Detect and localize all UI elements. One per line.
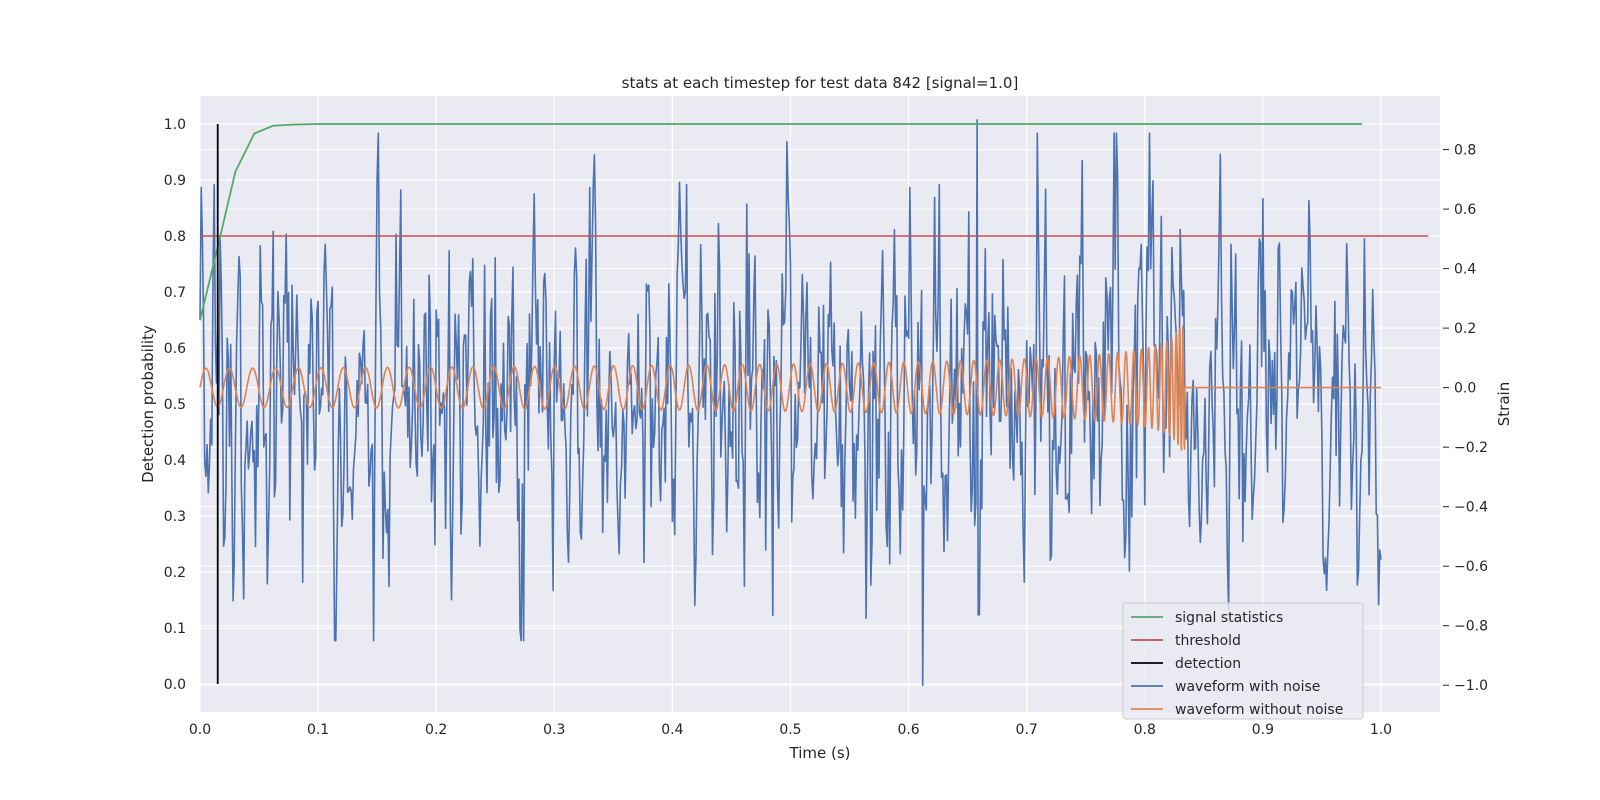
- x-axis-label: Time (s): [789, 744, 851, 762]
- y-axis-left: 0.0 0.1 0.2 0.3 0.4 0.5 0.6 0.7 0.8 0.9 1.0: [164, 117, 186, 693]
- y-tick-label-right: 0.4: [1454, 262, 1476, 278]
- y-tick-label-left: 0.1: [164, 621, 186, 637]
- x-axis: 0.0 0.1 0.2 0.3 0.4 0.5 0.6 0.7 0.8 0.9 1.0: [189, 722, 1392, 738]
- series-layer: [199, 119, 1429, 686]
- y-tick-label-right: 0.6: [1454, 202, 1476, 218]
- x-tick-label: 0.9: [1252, 722, 1274, 738]
- y-tick-label-right: 0.2: [1454, 321, 1476, 337]
- y-tick-label-left: 0.7: [164, 285, 186, 301]
- x-tick-label: 0.0: [189, 722, 211, 738]
- y-tick-label-right: 0.0: [1454, 381, 1476, 397]
- x-tick-label: 1.0: [1370, 722, 1392, 738]
- y-tick-label-left: 0.8: [164, 229, 186, 245]
- y-tick-label-left: 0.9: [164, 173, 186, 189]
- y-tick-label-left: 0.4: [164, 453, 186, 469]
- y-axis-right: −1.0 −0.8 −0.6 −0.4 −0.2 0.0 0.2 0.4 0.6 0.8: [1443, 143, 1488, 694]
- y-tick-label-left: 0.5: [164, 397, 186, 413]
- y-axis-left-label: Detection probability: [139, 325, 157, 483]
- waveform-with-noise-line: [199, 119, 1382, 686]
- y-tick-label-left: 0.0: [164, 677, 186, 693]
- y-tick-label-left: 0.3: [164, 509, 186, 525]
- waveform-without-noise-line: [199, 325, 1382, 451]
- y-tick-label-right: −0.2: [1454, 440, 1488, 456]
- x-tick-label: 0.6: [897, 722, 919, 738]
- signal-statistics-line: [199, 123, 1363, 321]
- x-tick-label: 0.7: [1016, 722, 1038, 738]
- y-tick-label-left: 0.6: [164, 341, 186, 357]
- y-tick-label-right: −0.6: [1454, 559, 1488, 575]
- y-tick-label-left: 0.2: [164, 565, 186, 581]
- x-tick-label: 0.3: [543, 722, 565, 738]
- x-tick-label: 0.1: [307, 722, 329, 738]
- legend: signal statistics threshold detection wavef…: [1122, 602, 1364, 720]
- legend-label: detection: [1175, 656, 1241, 672]
- x-tick-label: 0.8: [1134, 722, 1156, 738]
- y-tick-label-right: −0.8: [1454, 619, 1488, 635]
- legend-label: waveform without noise: [1175, 702, 1343, 718]
- legend-label: waveform with noise: [1175, 679, 1320, 695]
- y-tick-label-right: −1.0: [1454, 678, 1488, 694]
- x-tick-label: 0.2: [425, 722, 447, 738]
- x-tick-label: 0.5: [779, 722, 801, 738]
- chart-title: stats at each timestep for test data 842…: [622, 74, 1019, 92]
- legend-label: signal statistics: [1175, 610, 1283, 626]
- y-tick-label-left: 1.0: [164, 117, 186, 133]
- y-tick-label-right: −0.4: [1454, 500, 1488, 516]
- y-axis-right-label: Strain: [1495, 382, 1513, 426]
- legend-box: [1122, 602, 1364, 720]
- legend-label: threshold: [1175, 633, 1241, 649]
- y-tick-label-right: 0.8: [1454, 143, 1476, 159]
- x-tick-label: 0.4: [661, 722, 683, 738]
